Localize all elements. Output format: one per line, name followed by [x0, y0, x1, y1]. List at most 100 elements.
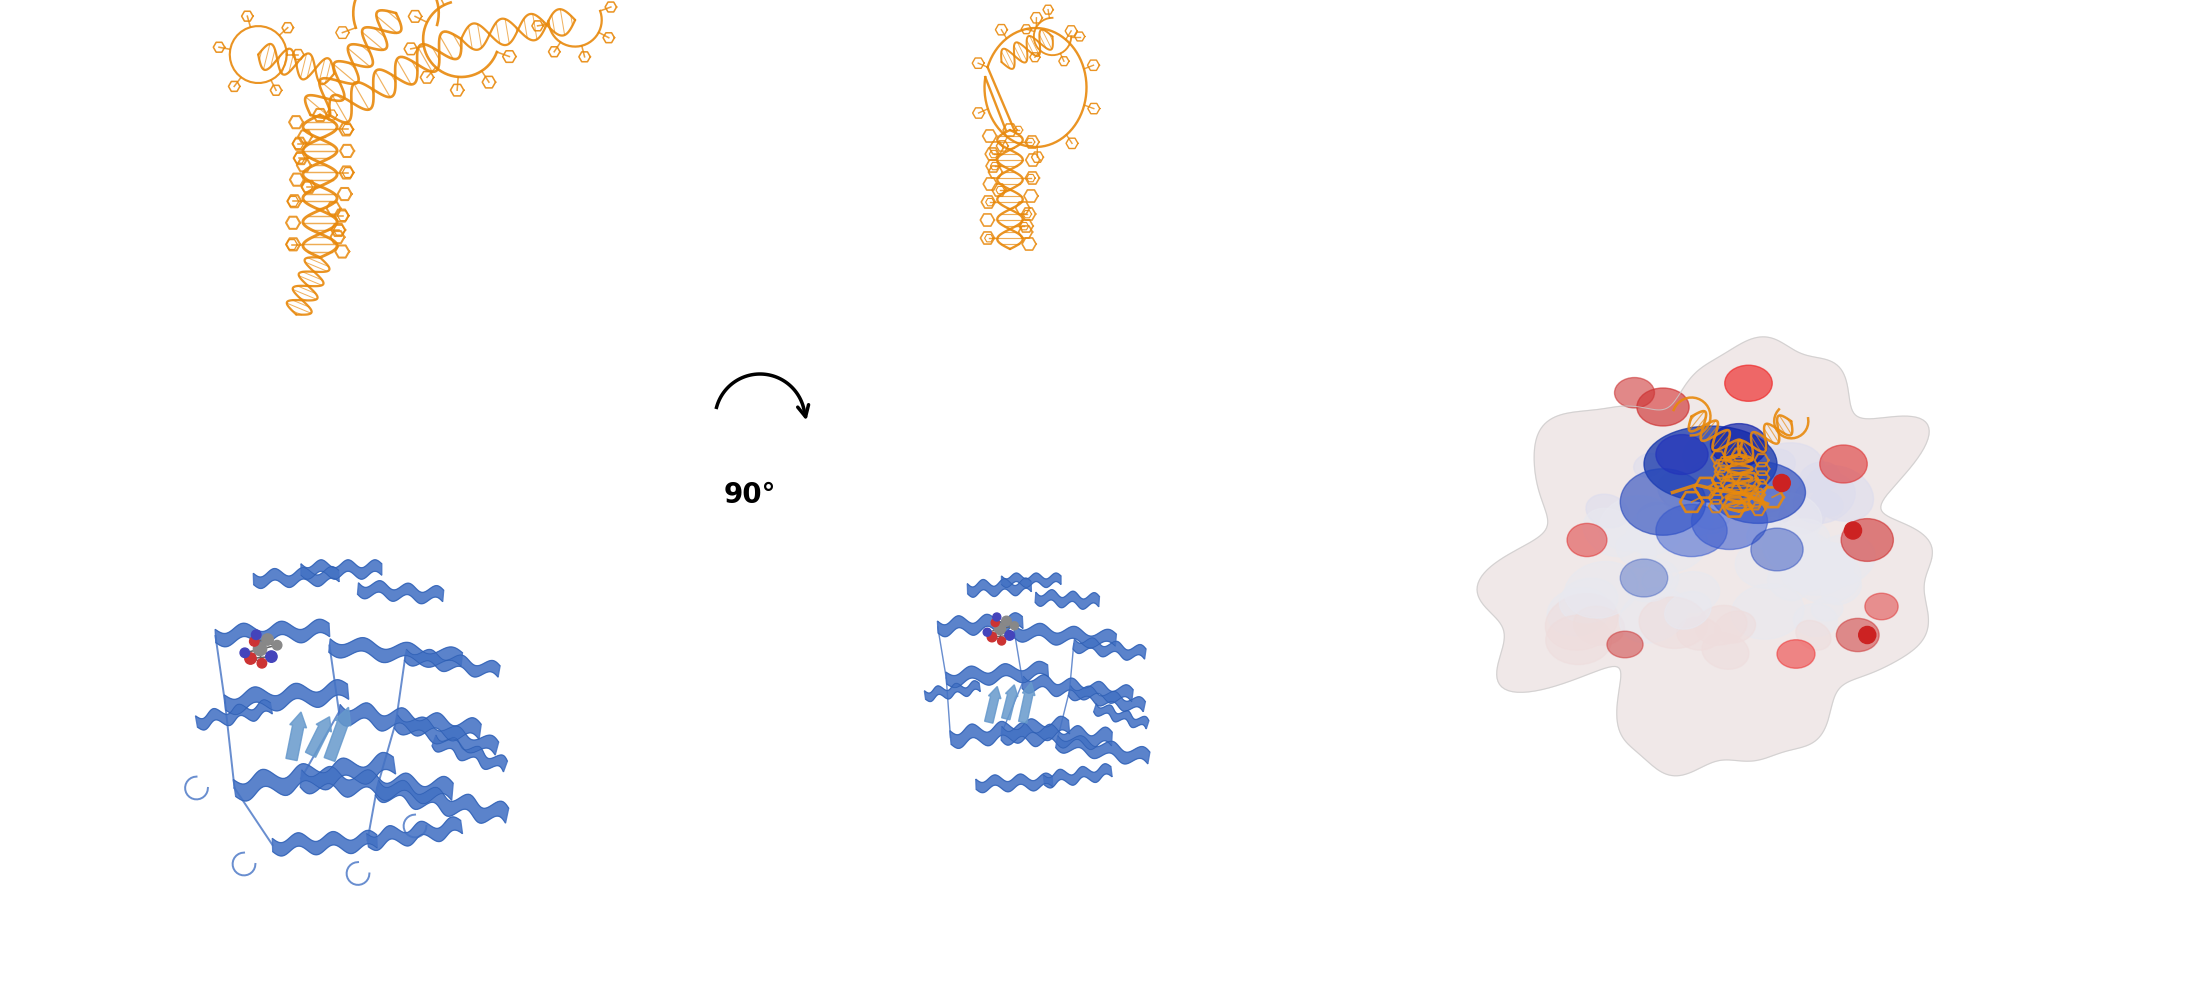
Ellipse shape: [1573, 607, 1623, 646]
Circle shape: [262, 634, 273, 646]
Ellipse shape: [1779, 498, 1824, 535]
Polygon shape: [950, 716, 1071, 748]
Ellipse shape: [1689, 461, 1720, 485]
Polygon shape: [968, 579, 1031, 598]
Ellipse shape: [1704, 473, 1755, 512]
Ellipse shape: [1715, 612, 1755, 643]
Ellipse shape: [1669, 504, 1713, 538]
Ellipse shape: [1656, 505, 1726, 557]
Polygon shape: [299, 766, 452, 803]
Circle shape: [251, 630, 260, 640]
Ellipse shape: [1811, 598, 1842, 621]
Polygon shape: [946, 662, 1049, 688]
Polygon shape: [977, 773, 1053, 793]
Polygon shape: [393, 715, 498, 755]
Ellipse shape: [1864, 594, 1899, 620]
Ellipse shape: [1619, 588, 1687, 644]
Ellipse shape: [1634, 454, 1663, 477]
Ellipse shape: [1564, 562, 1639, 619]
Ellipse shape: [1567, 524, 1606, 557]
Ellipse shape: [1545, 594, 1617, 651]
Ellipse shape: [1768, 520, 1829, 569]
Ellipse shape: [1820, 445, 1868, 483]
Polygon shape: [1001, 685, 1018, 720]
Polygon shape: [1068, 686, 1145, 712]
Ellipse shape: [1711, 424, 1768, 467]
Ellipse shape: [1735, 538, 1803, 589]
Ellipse shape: [1621, 469, 1706, 536]
Ellipse shape: [1842, 520, 1894, 562]
Ellipse shape: [1545, 616, 1613, 665]
Polygon shape: [194, 700, 273, 730]
Polygon shape: [1001, 723, 1112, 749]
Ellipse shape: [1811, 491, 1842, 517]
Ellipse shape: [1746, 518, 1785, 550]
Polygon shape: [924, 681, 981, 702]
Ellipse shape: [1785, 547, 1814, 571]
Ellipse shape: [1584, 509, 1639, 557]
Ellipse shape: [1682, 434, 1752, 491]
Polygon shape: [1055, 736, 1149, 764]
Polygon shape: [1036, 590, 1099, 610]
Ellipse shape: [1606, 632, 1643, 658]
Ellipse shape: [1691, 493, 1768, 550]
Polygon shape: [273, 830, 378, 857]
Ellipse shape: [1731, 585, 1805, 640]
Polygon shape: [339, 703, 481, 741]
Ellipse shape: [1665, 572, 1720, 613]
Circle shape: [983, 629, 992, 637]
Ellipse shape: [1693, 509, 1728, 535]
Circle shape: [245, 653, 256, 665]
Ellipse shape: [1768, 567, 1807, 601]
Ellipse shape: [1599, 496, 1669, 552]
Circle shape: [1005, 631, 1014, 641]
Ellipse shape: [1750, 529, 1803, 572]
Ellipse shape: [1796, 554, 1862, 604]
Circle shape: [992, 614, 1001, 622]
Ellipse shape: [1800, 462, 1840, 493]
Ellipse shape: [1617, 535, 1656, 568]
Ellipse shape: [1752, 449, 1796, 482]
Polygon shape: [328, 638, 463, 668]
Circle shape: [988, 633, 996, 642]
Ellipse shape: [1785, 543, 1855, 596]
Polygon shape: [286, 712, 306, 761]
Polygon shape: [1023, 675, 1134, 703]
Circle shape: [1844, 523, 1862, 540]
Ellipse shape: [1643, 426, 1776, 503]
Circle shape: [992, 619, 999, 627]
Circle shape: [999, 637, 1005, 645]
Ellipse shape: [1641, 521, 1706, 573]
Text: 90°: 90°: [723, 480, 776, 509]
Ellipse shape: [1687, 483, 1717, 508]
Circle shape: [1001, 617, 1012, 626]
Polygon shape: [1014, 624, 1117, 648]
Ellipse shape: [1809, 535, 1875, 587]
Ellipse shape: [1696, 606, 1748, 646]
Ellipse shape: [1794, 473, 1855, 524]
Ellipse shape: [1724, 366, 1772, 402]
Ellipse shape: [1641, 568, 1672, 592]
Polygon shape: [404, 650, 500, 677]
Ellipse shape: [1658, 472, 1706, 512]
Circle shape: [1859, 627, 1875, 644]
Polygon shape: [433, 735, 507, 772]
Ellipse shape: [1639, 598, 1706, 649]
Polygon shape: [306, 717, 332, 757]
Polygon shape: [323, 707, 352, 761]
Ellipse shape: [1711, 462, 1805, 524]
Circle shape: [1009, 622, 1018, 630]
Ellipse shape: [1805, 466, 1873, 522]
Ellipse shape: [1586, 494, 1628, 529]
Ellipse shape: [1755, 483, 1790, 513]
Circle shape: [253, 643, 267, 656]
Ellipse shape: [1820, 573, 1862, 605]
Polygon shape: [214, 620, 330, 647]
Circle shape: [258, 659, 267, 668]
Polygon shape: [225, 680, 350, 715]
Polygon shape: [1018, 683, 1036, 723]
Polygon shape: [376, 780, 509, 823]
Ellipse shape: [1656, 435, 1709, 475]
Polygon shape: [234, 753, 395, 801]
Ellipse shape: [1702, 633, 1748, 670]
